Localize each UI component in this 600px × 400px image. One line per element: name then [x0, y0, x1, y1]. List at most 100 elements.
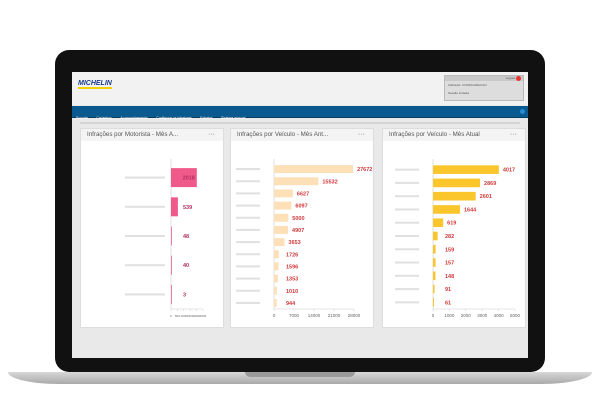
x-tick-label: 3000	[477, 313, 488, 318]
bar	[171, 226, 172, 246]
bar	[274, 286, 277, 295]
x-tick-label: 0	[170, 314, 172, 318]
bar	[433, 205, 460, 214]
value-label: 2869	[484, 181, 496, 187]
value-label: 1644	[464, 207, 477, 213]
more-icon[interactable]: ···	[358, 131, 365, 138]
nav-item[interactable]: Extratos	[200, 116, 213, 120]
category-label-blurred	[395, 195, 419, 198]
nav-item[interactable]: Configurar os infratores	[156, 116, 192, 120]
value-label: 27672	[357, 167, 372, 173]
value-label: 1353	[286, 277, 298, 283]
x-tick-label: 5000	[510, 313, 521, 318]
more-icon[interactable]: ···	[510, 131, 517, 138]
value-label: 148	[445, 274, 454, 280]
x-tick-label: 500	[175, 314, 180, 318]
category-label-blurred	[125, 205, 165, 208]
category-label-blurred	[395, 248, 419, 251]
value-label: 159	[445, 247, 454, 253]
chart-veiculo-anterior: 0 7000 14000 21000 28000 27672 15532 6627 6097 50…	[236, 159, 372, 318]
value-label: 1726	[286, 252, 298, 258]
bar	[171, 197, 178, 217]
bar	[433, 231, 438, 241]
panel-title: Infrações por Veículo - Mês Atual	[389, 131, 480, 138]
x-tick-label: 7000	[289, 313, 300, 318]
category-label-blurred	[236, 168, 260, 171]
screen: MICHELIN Logout Utilizador: CONFIGURACAO…	[72, 72, 528, 358]
close-icon[interactable]	[516, 76, 521, 81]
laptop-notch	[245, 372, 355, 377]
x-tick-label: 1000	[444, 313, 455, 318]
nav-item[interactable]: Acompanhamento	[120, 116, 148, 120]
value-label: 1596	[286, 264, 298, 270]
user-label: Utilizador: CONFIGURACAO	[448, 83, 487, 87]
panel-veiculo-anterior: Infrações por Veículo - Mês Ant... ··· 0 7…	[230, 128, 374, 328]
category-label-blurred	[236, 228, 260, 231]
bar	[171, 255, 172, 275]
bar	[274, 250, 279, 259]
search-icon[interactable]	[520, 109, 525, 114]
laptop-base	[8, 372, 592, 384]
x-tick-label: 21000	[328, 313, 341, 318]
category-label-blurred	[236, 192, 260, 195]
bar	[274, 177, 319, 186]
value-label: 5000	[292, 216, 304, 222]
category-label-blurred	[395, 288, 419, 291]
bar	[274, 262, 279, 271]
panel-veiculo-atual: Infrações por Veículo - Mês Atual ··· 0 10…	[382, 128, 526, 328]
x-tick-label: 1500	[187, 314, 194, 318]
bar	[171, 284, 172, 304]
x-tick-label: 2000	[193, 314, 200, 318]
nav-bar: Suporte Cadastros Acompanhamento Configu…	[72, 106, 528, 120]
value-label: 619	[447, 221, 456, 227]
more-icon[interactable]: ···	[208, 131, 215, 138]
bar	[274, 213, 289, 222]
category-label-blurred	[236, 289, 260, 292]
x-tick-label: 4000	[494, 313, 505, 318]
bar	[433, 244, 436, 254]
nav-item[interactable]: Cadastros	[96, 116, 112, 120]
bar	[274, 165, 354, 174]
value-label: 2018	[183, 176, 195, 182]
x-tick-label: 2500	[200, 314, 207, 318]
category-label-blurred	[125, 235, 165, 237]
value-label: 40	[183, 263, 189, 269]
nav-item[interactable]: Sistema manual	[221, 116, 246, 120]
value-label: 157	[445, 261, 454, 267]
category-label-blurred	[395, 261, 419, 264]
bar	[433, 191, 476, 201]
value-label: 6097	[295, 204, 307, 210]
value-label: 3	[183, 292, 186, 298]
session-label: Sessão iniciada	[448, 91, 470, 95]
category-label-blurred	[125, 264, 165, 267]
bar	[433, 284, 435, 294]
divider	[80, 122, 520, 124]
bar	[274, 201, 292, 210]
value-label: 2601	[480, 194, 492, 200]
x-tick-label: 0	[432, 313, 435, 318]
value-label: 91	[445, 287, 451, 293]
app-header: MICHELIN Logout Utilizador: CONFIGURACAO…	[72, 72, 528, 105]
michelin-logo: MICHELIN	[78, 80, 112, 89]
category-label-blurred	[236, 265, 260, 268]
chart-veiculo-atual: 0 1000 2000 3000 4000 50004017286926011644619…	[395, 159, 521, 318]
bar	[274, 189, 293, 198]
bar	[433, 271, 436, 281]
x-tick-label: 2000	[461, 313, 472, 318]
x-tick-label: 1000	[180, 314, 187, 318]
value-label: 944	[286, 301, 296, 307]
value-label: 1010	[286, 289, 298, 295]
nav-item[interactable]: Suporte	[76, 116, 88, 120]
category-label-blurred	[395, 301, 419, 304]
bar	[433, 298, 435, 307]
user-box: Logout Utilizador: CONFIGURACAO Sessão i…	[444, 75, 524, 101]
x-tick-label: 28000	[348, 313, 361, 318]
value-label: 282	[445, 234, 454, 240]
category-label-blurred	[236, 241, 260, 244]
category-label-blurred	[236, 277, 260, 280]
logout-link[interactable]: Logout	[505, 76, 515, 80]
x-tick-label: 14000	[308, 313, 321, 318]
value-label: 15532	[322, 179, 337, 185]
chart-motorista: 0 500 1000 1500 2000 2500 2018 539 48 40 3	[125, 159, 207, 318]
